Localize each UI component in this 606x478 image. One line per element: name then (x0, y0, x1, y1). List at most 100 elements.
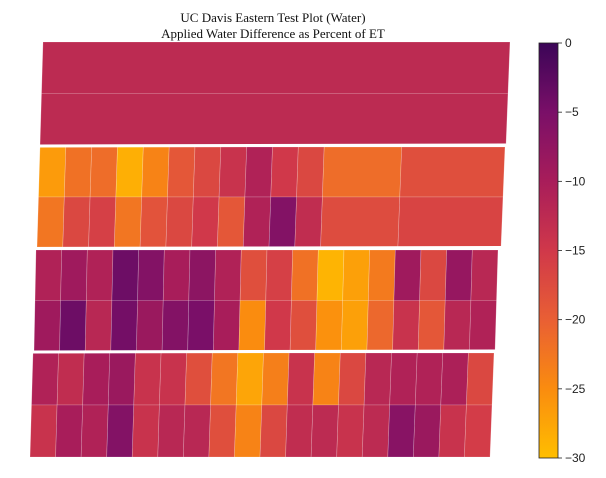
colorbar-tick-label: −5 (565, 105, 579, 119)
heatmap-cell (192, 146, 222, 198)
heatmap-cell (338, 352, 367, 406)
heatmap-cell (210, 352, 239, 406)
heatmap-cell (363, 352, 392, 406)
heatmap-cell (212, 300, 241, 352)
heatmap-cell (361, 404, 391, 458)
heatmap-cell (470, 249, 499, 301)
heatmap-cell (367, 249, 396, 301)
heatmap-cell (438, 404, 467, 458)
heatmap-cell (387, 404, 416, 458)
heatmap-cell (469, 300, 497, 352)
heatmap-cell (417, 300, 446, 352)
heatmap-cell (187, 300, 215, 352)
heatmap-cell (59, 300, 87, 352)
heatmap-cell (33, 300, 61, 352)
heatmap-cell (36, 196, 65, 248)
heatmap-cell (261, 352, 290, 406)
heatmap-cell (139, 196, 168, 248)
heatmap-cell (214, 249, 242, 301)
heatmap-cell (141, 146, 170, 198)
heatmap-cell (464, 404, 493, 458)
heatmap-cell (63, 146, 93, 198)
heatmap-cell (419, 249, 448, 301)
heatmap-cell (389, 352, 418, 406)
heatmap-cell (265, 249, 294, 301)
heatmap-cell (165, 196, 194, 248)
heatmap-cell (393, 249, 422, 301)
heatmap-cell (244, 146, 273, 198)
heatmap-cell (133, 352, 162, 406)
heatmap-cell (315, 300, 344, 352)
heatmap-cell (291, 249, 319, 301)
heatmap-cell (161, 300, 190, 352)
heatmap-cell (234, 404, 263, 458)
heatmap-cell (268, 196, 297, 248)
heatmap-cell (182, 404, 211, 458)
heatmap-cell (157, 404, 186, 458)
heatmap-cell (167, 146, 196, 198)
heatmap-cell (397, 196, 504, 248)
band-separator (37, 143, 507, 148)
heatmap-cell (115, 146, 144, 198)
heatmap-cell (294, 196, 323, 248)
heatmap-cell (366, 300, 395, 352)
heatmap-cell (89, 146, 118, 198)
heatmap-cell (259, 404, 288, 458)
heatmap-cell (285, 404, 314, 458)
heatmap-cell (270, 146, 299, 198)
heatmap-cell (136, 300, 164, 352)
heatmap-cell (41, 41, 511, 94)
heatmap-cell (162, 249, 191, 301)
heatmap-cell (56, 352, 85, 406)
heatmap-cell (322, 146, 403, 198)
heatmap-cell (62, 196, 91, 248)
heatmap-cell (137, 249, 165, 301)
heatmap-cell (392, 300, 420, 352)
heatmap-cell (320, 196, 401, 248)
heatmap-cell (60, 249, 88, 301)
heatmap-cell (414, 352, 444, 406)
heatmap-cell (235, 352, 264, 406)
colorbar-tick-label: −15 (565, 244, 586, 258)
colorbar-tick-label: −30 (565, 451, 586, 465)
heatmap-cell (55, 404, 84, 458)
heatmap-cell (107, 352, 136, 406)
heatmap-cell (106, 404, 135, 458)
heatmap-cell (286, 352, 316, 406)
heatmap-cell (34, 249, 63, 301)
heatmap-cell (111, 249, 140, 301)
heatmap-cell (412, 404, 442, 458)
heatmap-cell (466, 352, 495, 406)
heatmap-cell (85, 249, 114, 301)
heatmap-cell (242, 196, 272, 248)
heatmap-cell (82, 352, 111, 406)
heatmap-cell (340, 300, 369, 352)
heatmap-cell (239, 249, 268, 301)
heatmap-cell (80, 404, 109, 458)
heatmap-cell (113, 196, 143, 248)
heatmap-cell (184, 352, 213, 406)
heatmap-cell (218, 146, 248, 198)
heatmap-cell (38, 146, 67, 198)
heatmap-cell (289, 300, 318, 352)
chart-subtitle: Applied Water Difference as Percent of E… (161, 26, 385, 41)
heatmap-cell (208, 404, 237, 458)
heatmap-cell (84, 300, 113, 352)
heatmap-cell (264, 300, 292, 352)
band-separators (30, 143, 507, 354)
heatmap-cell (342, 249, 371, 301)
heatmap-cell (443, 300, 472, 352)
heatmap-cell (31, 352, 59, 406)
heatmap-cell (188, 249, 217, 301)
colorbar-ticks: 0 −5 −10 −15 −20 −25 −30 (558, 36, 586, 465)
band-separator (30, 349, 497, 354)
heatmap-cell (29, 404, 58, 458)
heatmap-cell (88, 196, 117, 248)
heatmap-cell (336, 404, 365, 458)
colorbar-tick-label: 0 (565, 36, 572, 50)
colorbar-tick-label: −10 (565, 174, 586, 188)
heatmap-cell (238, 300, 267, 352)
heatmap-cell (399, 146, 506, 198)
heatmap-cell (312, 352, 341, 406)
